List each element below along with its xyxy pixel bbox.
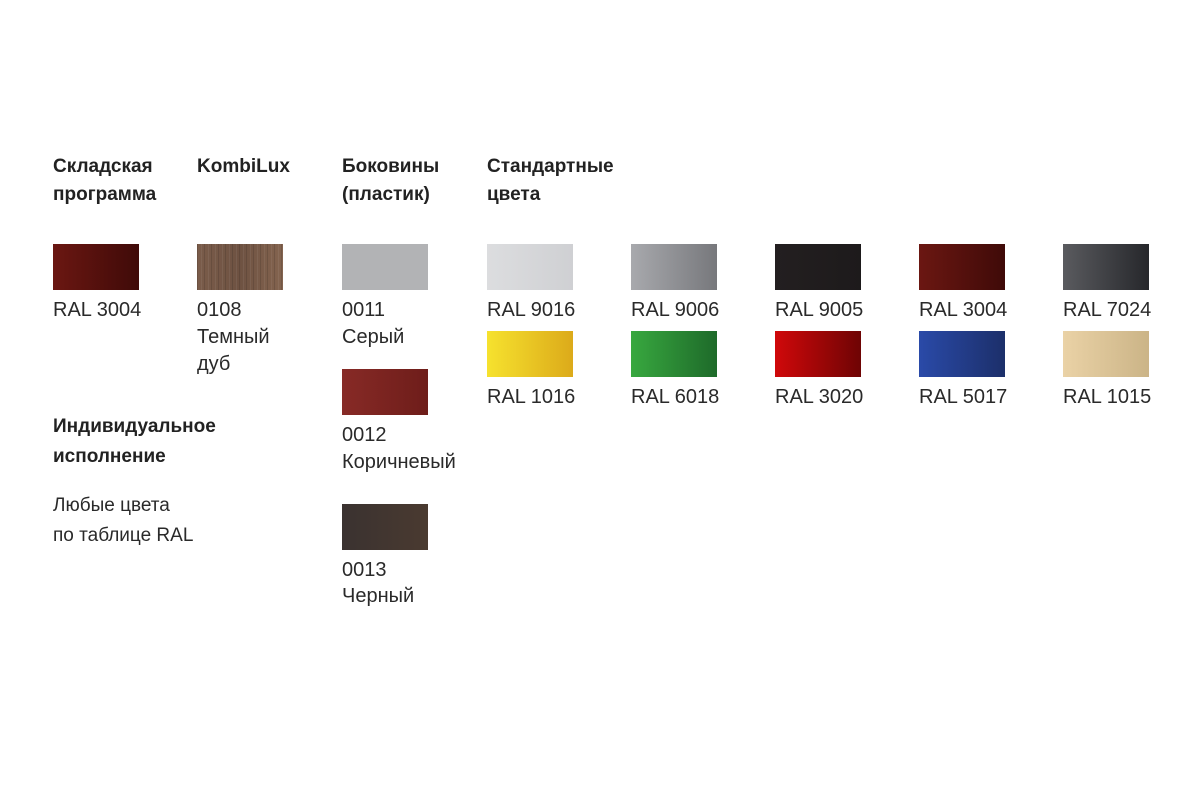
swatch-side-0013 (342, 504, 428, 550)
swatch-side-0012 (342, 369, 428, 415)
swatch-ral-9005 (775, 244, 861, 290)
swatch-ral-3004 (919, 244, 1005, 290)
individual-text: Любые цвета по таблице RAL (53, 491, 193, 551)
swatch-ral-5017 (919, 331, 1005, 377)
label-standard-code: RAL 9006 (631, 299, 720, 321)
label-standard-code: RAL 7024 (1063, 299, 1152, 321)
swatch-ral-1016 (487, 331, 573, 377)
label-standard-code: RAL 3004 (919, 299, 1008, 321)
label-kombilux-name2: дуб (197, 353, 231, 375)
header-individual-line2: исполнение (53, 446, 166, 467)
label-side-code: 0013 (342, 559, 387, 581)
label-side-code: 0011 (342, 299, 386, 321)
header-sides: Боковины (пластик) (342, 153, 439, 209)
label-side-name: Коричневый (342, 451, 456, 473)
label-standard-code: RAL 5017 (919, 386, 1008, 408)
header-warehouse-line1: Складская (53, 156, 153, 177)
label-warehouse-code: RAL 3004 (53, 299, 142, 321)
swatch-ral-7024 (1063, 244, 1149, 290)
label-standard-code: RAL 6018 (631, 386, 720, 408)
header-individual-line1: Индивидуальное (53, 416, 216, 437)
swatch-side-0011 (342, 244, 428, 290)
label-standard-code: RAL 1015 (1063, 386, 1152, 408)
label-side-name: Серый (342, 326, 405, 348)
header-standard-line2: цвета (487, 184, 541, 205)
header-standard-line1: Стандартные (487, 156, 614, 177)
header-kombilux: KombiLux (197, 156, 290, 177)
header-warehouse-line2: программа (53, 184, 157, 205)
individual-text-line1: Любые цвета (53, 495, 170, 516)
label-kombilux-name1: Темный (197, 326, 270, 348)
label-standard-code: RAL 3020 (775, 386, 864, 408)
swatch-kombilux-wood (197, 244, 283, 290)
header-standard: Стандартные цвета (487, 153, 614, 209)
individual-text-line2: по таблице RAL (53, 525, 194, 546)
swatch-ral-6018 (631, 331, 717, 377)
label-standard-code: RAL 9005 (775, 299, 864, 321)
label-side-name: Черный (342, 585, 415, 607)
header-sides-line1: Боковины (342, 156, 440, 177)
swatch-ral-3020 (775, 331, 861, 377)
swatch-ral-1015 (1063, 331, 1149, 377)
header-individual: Индивидуальное исполнение (53, 412, 216, 472)
label-standard-code: RAL 9016 (487, 299, 576, 321)
label-kombilux-code: 0108 (197, 299, 242, 321)
swatch-warehouse (53, 244, 139, 290)
header-warehouse: Складская программа (53, 153, 156, 209)
header-sides-line2: (пластик) (342, 184, 430, 205)
swatch-ral-9006 (631, 244, 717, 290)
label-side-code: 0012 (342, 424, 387, 446)
swatch-ral-9016 (487, 244, 573, 290)
label-standard-code: RAL 1016 (487, 386, 576, 408)
